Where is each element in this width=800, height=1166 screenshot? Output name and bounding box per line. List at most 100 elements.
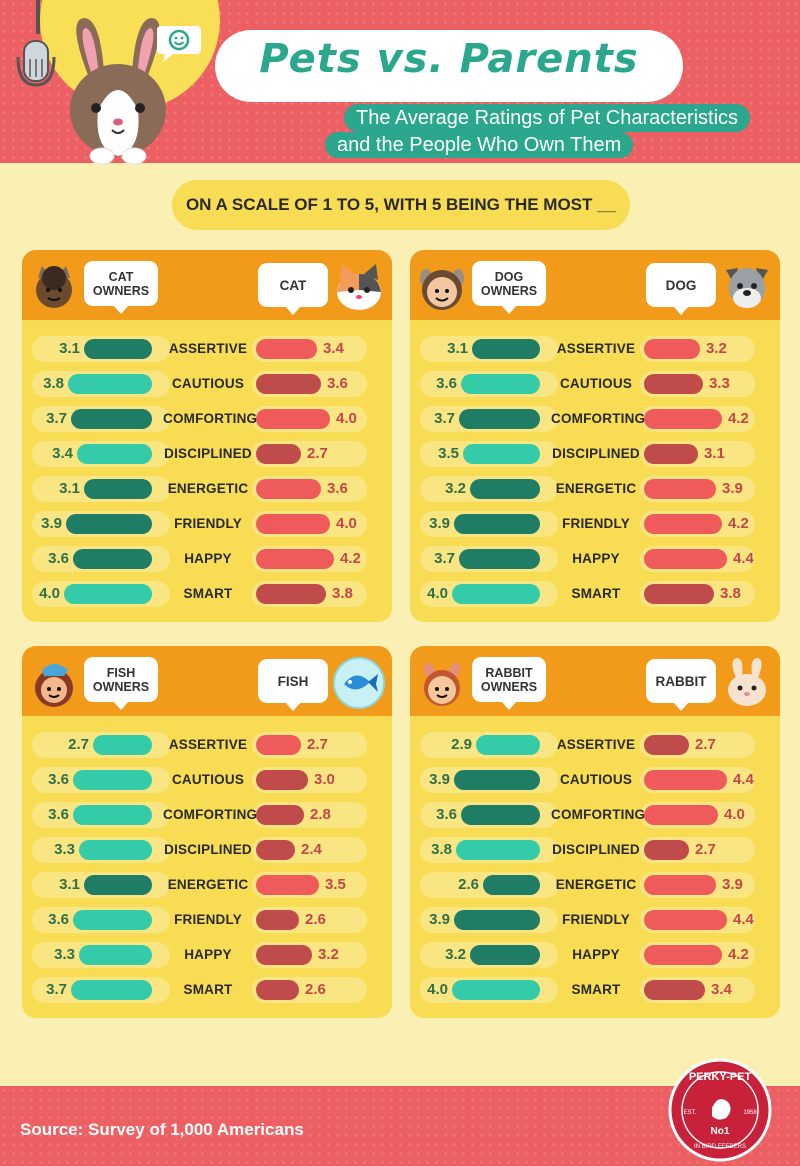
trait-label: FRIENDLY [562,516,630,531]
owner-value-label: 3.3 [54,946,75,963]
trait-label: HAPPY [184,947,232,962]
pet-bar [644,840,689,860]
pet-value-label: 2.7 [307,736,328,753]
owner-bar [452,980,540,1000]
chart-row: 3.6 HAPPY 4.2 [22,546,392,572]
chart-row: 3.9 CAUTIOUS 4.4 [410,767,780,793]
pet-bar [644,339,700,359]
pet-value-label: 4.0 [336,410,357,427]
pet-series-label: FISH [258,659,328,711]
pet-bar [256,339,317,359]
chart-row: 3.9 FRIENDLY 4.2 [410,511,780,537]
trait-label: ASSERTIVE [168,737,248,752]
chart-row: 3.9 FRIENDLY 4.0 [22,511,392,537]
trait-label: ENERGETIC [555,877,637,892]
owner-bar [84,339,152,359]
pet-bar [644,980,705,1000]
trait-label: FRIENDLY [562,912,630,927]
pet-value-label: 4.2 [728,946,749,963]
trait-label: SMART [183,586,233,601]
chart-row: 3.7 COMFORTING 4.0 [22,406,392,432]
trait-label: ASSERTIVE [556,341,636,356]
owner-value-label: 3.6 [436,375,457,392]
chart-row: 3.3 HAPPY 3.2 [22,942,392,968]
badge-est: EST. [684,1110,697,1116]
pet-bar [644,875,716,895]
owner-bar [461,374,540,394]
chart-row: 3.5 DISCIPLINED 3.1 [410,441,780,467]
pet-bar [256,409,330,429]
trait-label: SMART [571,586,621,601]
pet-value-label: 3.9 [722,480,743,497]
trait-label: HAPPY [572,551,620,566]
subtitle-line-2: and the People Who Own Them [325,132,634,158]
trait-label: COMFORTING [551,807,646,822]
pet-bar [256,805,304,825]
pet-bar [644,910,727,930]
owner-value-label: 3.9 [429,911,450,928]
fish-owner-avatar-icon [30,660,78,708]
chart-row: 4.0 SMART 3.8 [22,581,392,607]
owner-bar [456,840,540,860]
owner-bar [71,409,152,429]
owner-value-label: 3.9 [429,771,450,788]
chart-row: 2.9 ASSERTIVE 2.7 [410,732,780,758]
pet-value-label: 3.4 [711,981,732,998]
pet-value-label: 3.5 [325,876,346,893]
chart-row: 3.6 COMFORTING 4.0 [410,802,780,828]
pet-bar [256,374,321,394]
trait-label: SMART [571,982,621,997]
owner-bar [64,584,152,604]
pet-value-label: 3.8 [720,585,741,602]
owner-value-label: 3.7 [46,410,67,427]
trait-label: ENERGETIC [167,481,249,496]
pet-bar [256,479,321,499]
pet-value-label: 2.4 [301,841,322,858]
chart-row: 3.1 ENERGETIC 3.5 [22,872,392,898]
owner-bar [84,479,152,499]
pet-value-label: 3.0 [314,771,335,788]
owner-value-label: 3.1 [59,340,80,357]
owner-value-label: 3.1 [447,340,468,357]
pet-value-label: 4.2 [728,515,749,532]
trait-label: HAPPY [184,551,232,566]
owner-bar [73,770,152,790]
chart-row: 3.2 ENERGETIC 3.9 [410,476,780,502]
chart-row: 3.6 FRIENDLY 2.6 [22,907,392,933]
perky-pet-badge-logo: PERKY-PET EST. 1958 No1 IN BIRD FEEDERS [668,1058,772,1162]
pet-value-label: 2.7 [695,841,716,858]
pet-bar [644,409,722,429]
rabbit-icon [70,18,166,165]
chart-row: 3.1 ASSERTIVE 3.2 [410,336,780,362]
pet-value-label: 3.6 [327,375,348,392]
pet-bar [256,875,319,895]
pet-bar [644,444,698,464]
trait-label: ENERGETIC [167,877,249,892]
chart-row: 4.0 SMART 3.4 [410,977,780,1003]
cat-owner-avatar-icon [30,264,78,312]
owner-value-label: 2.9 [451,736,472,753]
owner-bar [454,770,540,790]
pet-bar [256,980,299,1000]
pet-series-label: DOG [646,263,716,315]
owner-value-label: 3.2 [445,480,466,497]
owner-series-label: DOG OWNERS [472,261,546,314]
trait-label: CAUTIOUS [171,772,245,787]
badge-number: No1 [711,1126,730,1137]
trait-label: HAPPY [572,947,620,962]
pet-value-label: 3.4 [323,340,344,357]
panel-header: DOG OWNERS DOG [410,250,780,320]
source-note: Source: Survey of 1,000 Americans [20,1120,304,1139]
chart-row: 3.7 HAPPY 4.4 [410,546,780,572]
owner-value-label: 2.6 [458,876,479,893]
pet-bar [644,735,689,755]
owner-bar [73,910,152,930]
scale-question: ON A SCALE OF 1 TO 5, WITH 5 BEING THE M… [172,180,630,230]
pet-value-label: 3.8 [332,585,353,602]
trait-label: DISCIPLINED [552,842,640,857]
trait-label: FRIENDLY [174,912,242,927]
trait-label: DISCIPLINED [552,446,640,461]
owner-series-label: CAT OWNERS [84,261,158,314]
owner-bar [77,444,152,464]
chart-row: 3.6 COMFORTING 2.8 [22,802,392,828]
